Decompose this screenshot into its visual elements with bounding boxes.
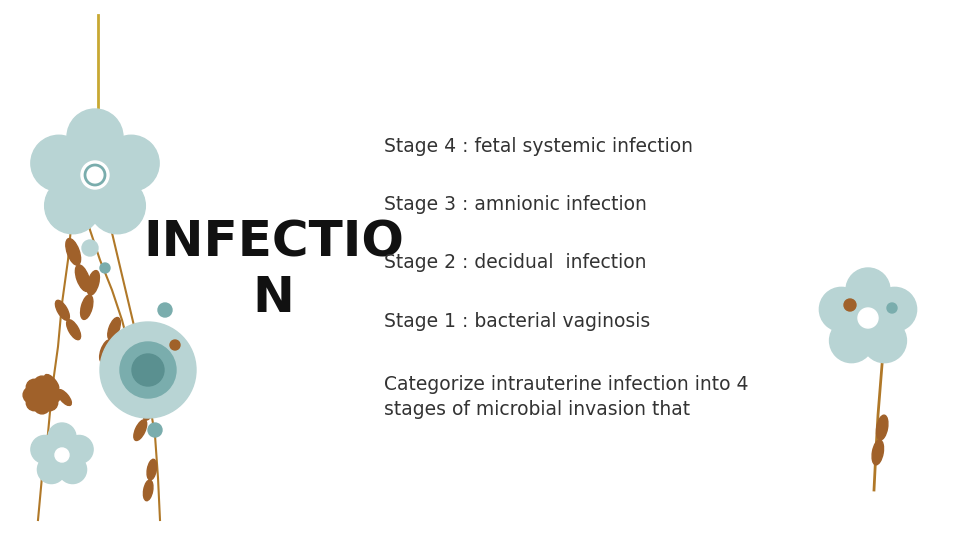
Text: Categorize intrauterine infection into 4
stages of microbial invasion that: Categorize intrauterine infection into 4…	[384, 375, 749, 419]
Circle shape	[34, 376, 50, 392]
Text: Stage 1 : bacterial vaginosis: Stage 1 : bacterial vaginosis	[384, 312, 650, 331]
Ellipse shape	[872, 440, 883, 465]
Ellipse shape	[143, 480, 153, 501]
Circle shape	[26, 395, 42, 411]
Circle shape	[45, 178, 101, 234]
Circle shape	[100, 263, 110, 273]
Circle shape	[41, 395, 58, 411]
Circle shape	[148, 423, 162, 437]
Circle shape	[170, 340, 180, 350]
Ellipse shape	[66, 239, 81, 265]
Circle shape	[82, 240, 98, 256]
Ellipse shape	[32, 444, 43, 460]
Ellipse shape	[41, 460, 52, 476]
Circle shape	[862, 319, 906, 363]
Ellipse shape	[108, 318, 120, 340]
Ellipse shape	[87, 271, 100, 295]
Circle shape	[31, 435, 59, 463]
Circle shape	[35, 388, 49, 402]
Ellipse shape	[143, 400, 156, 420]
Circle shape	[59, 456, 86, 483]
Ellipse shape	[56, 300, 69, 320]
Circle shape	[100, 322, 196, 418]
Circle shape	[89, 178, 145, 234]
Circle shape	[41, 379, 58, 395]
Circle shape	[858, 308, 878, 328]
Circle shape	[37, 456, 65, 483]
Ellipse shape	[76, 265, 90, 292]
Circle shape	[31, 135, 86, 191]
Ellipse shape	[147, 460, 156, 480]
Ellipse shape	[44, 375, 59, 390]
Circle shape	[26, 379, 42, 395]
Circle shape	[829, 319, 874, 363]
Text: Stage 2 : decidual  infection: Stage 2 : decidual infection	[384, 253, 646, 273]
Text: Stage 3 : amnionic infection: Stage 3 : amnionic infection	[384, 195, 647, 214]
Ellipse shape	[58, 389, 71, 406]
Circle shape	[873, 287, 917, 332]
Circle shape	[65, 435, 93, 463]
Circle shape	[846, 268, 890, 312]
Circle shape	[34, 397, 50, 414]
Ellipse shape	[100, 340, 112, 362]
Circle shape	[120, 342, 176, 398]
Text: Stage 4 : fetal systemic infection: Stage 4 : fetal systemic infection	[384, 137, 693, 156]
Circle shape	[820, 287, 863, 332]
Circle shape	[132, 354, 164, 386]
Circle shape	[67, 109, 123, 165]
Circle shape	[844, 299, 856, 311]
Text: INFECTIO
N: INFECTIO N	[143, 218, 404, 322]
Ellipse shape	[133, 420, 147, 441]
Ellipse shape	[66, 320, 81, 340]
Circle shape	[887, 303, 897, 313]
Ellipse shape	[876, 415, 888, 440]
Circle shape	[55, 448, 69, 462]
Circle shape	[158, 303, 172, 317]
Circle shape	[81, 161, 109, 189]
Circle shape	[45, 387, 60, 403]
Circle shape	[23, 387, 39, 403]
Ellipse shape	[81, 295, 93, 320]
Circle shape	[103, 135, 159, 191]
Circle shape	[48, 423, 76, 451]
